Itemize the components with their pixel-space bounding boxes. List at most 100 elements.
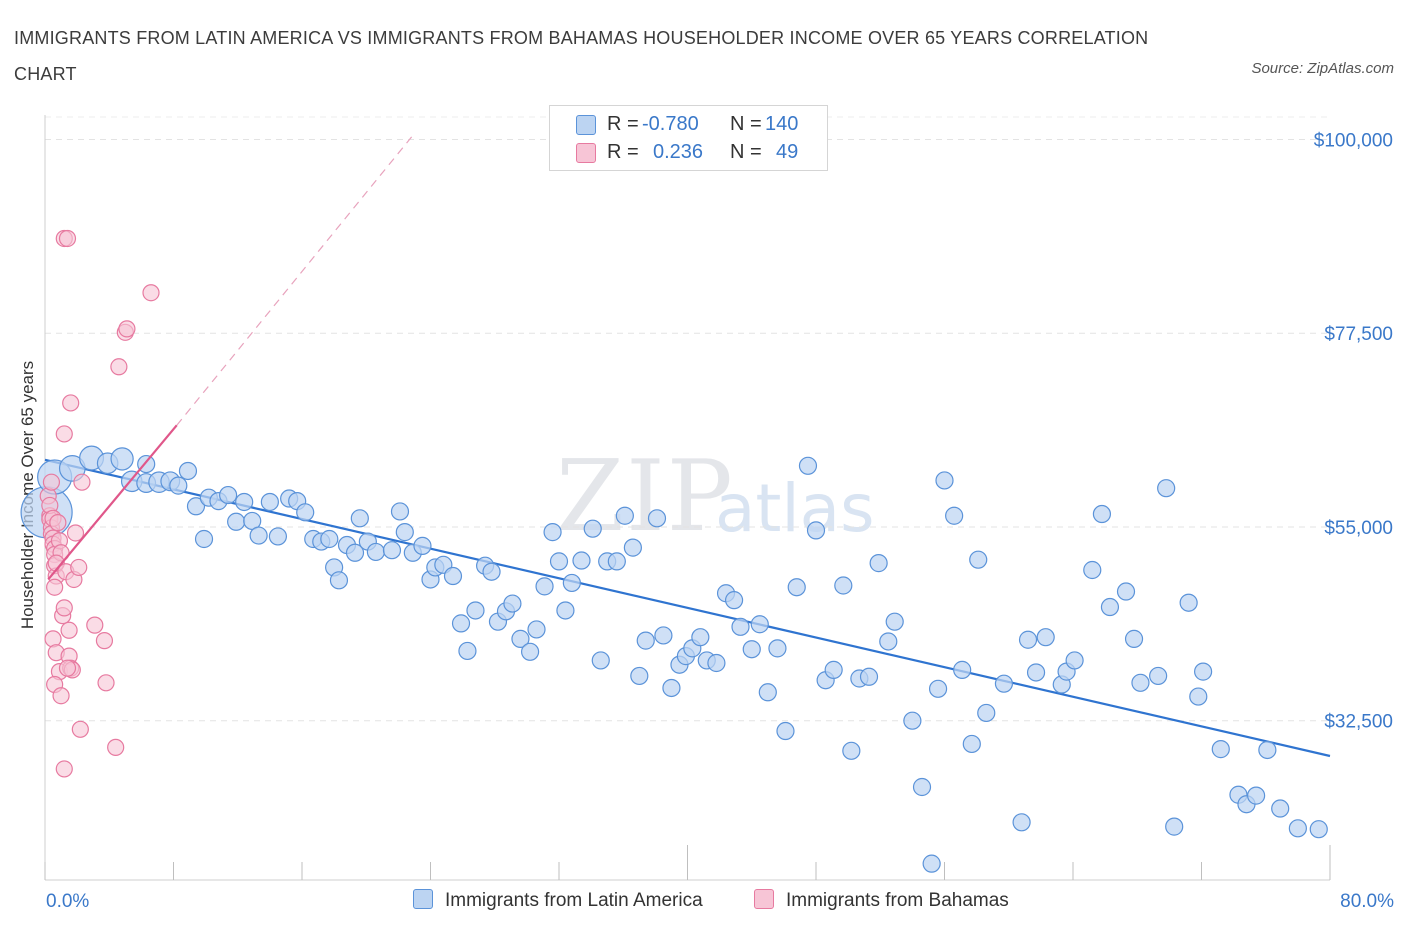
latin-america-point — [879, 632, 898, 651]
latin-america-point — [636, 631, 655, 650]
latin-america-point — [535, 577, 554, 596]
legend-swatch-pink — [576, 143, 596, 163]
latin-america-point — [1018, 630, 1038, 649]
latin-america-point — [842, 741, 861, 760]
latin-america-point — [296, 503, 315, 522]
latin-america-point — [1179, 593, 1198, 612]
latin-america-point — [750, 615, 769, 634]
latin-america-point — [1271, 799, 1290, 818]
bottom-legend-label: Immigrants from Latin America — [445, 890, 703, 911]
y-tick-label: $77,500 — [1324, 324, 1393, 345]
latin-america-point — [1116, 582, 1136, 601]
latin-america-point — [329, 571, 349, 590]
latin-america-point — [962, 734, 981, 754]
latin-america-point — [758, 683, 777, 702]
bahamas-point — [58, 229, 77, 248]
latin-america-point — [1026, 663, 1046, 682]
watermark-zip: ZIP — [556, 440, 735, 554]
latin-america-point — [543, 523, 562, 542]
bahamas-point — [110, 358, 128, 376]
latin-america-point — [1189, 687, 1208, 706]
bahamas-trendline — [47, 424, 178, 581]
latin-america-point — [630, 666, 649, 686]
latin-america-point — [869, 554, 888, 573]
y-tick-label: $55,000 — [1324, 518, 1393, 539]
bottom-legend-swatch-pink — [754, 889, 774, 909]
bahamas-point — [49, 514, 67, 532]
latin-america-point — [953, 660, 972, 679]
latin-america-point — [1288, 819, 1307, 838]
legend-row-bahamas: R = 0.236 N = 49 — [550, 139, 827, 165]
latin-america-point — [922, 854, 941, 873]
y-tick-label: $32,500 — [1324, 712, 1393, 733]
bahamas-point — [42, 473, 61, 491]
legend-r-label: R = — [607, 141, 639, 163]
latin-america-point — [443, 566, 463, 586]
latin-america-point — [1165, 817, 1184, 836]
latin-america-point — [482, 562, 501, 581]
latin-america-point — [945, 506, 964, 525]
latin-america-point — [320, 529, 339, 549]
bahamas-point — [62, 394, 80, 412]
latin-america-point — [776, 721, 795, 741]
legend-r-value: -0.780 — [642, 113, 699, 135]
latin-america-point — [1309, 820, 1328, 839]
latin-america-point — [1083, 560, 1102, 580]
latin-america-point — [647, 509, 667, 528]
latin-america-point — [235, 492, 254, 512]
latin-america-point — [350, 509, 369, 528]
latin-america-point — [1157, 479, 1176, 498]
latin-america-point — [1258, 740, 1277, 760]
legend-n-label: N = — [730, 141, 762, 163]
bahamas-point — [71, 720, 89, 738]
latin-america-point — [260, 492, 279, 512]
bahamas-point — [46, 578, 64, 596]
latin-america-point — [219, 485, 238, 505]
latin-america-point — [549, 552, 569, 571]
latin-america-point — [249, 526, 268, 545]
latin-america-point — [691, 628, 710, 647]
latin-america-point — [912, 777, 932, 797]
latin-america-point — [903, 711, 922, 730]
latin-america-point — [928, 679, 948, 698]
latin-america-point — [562, 573, 581, 593]
latin-america-point — [615, 506, 634, 525]
latin-america-point — [194, 529, 214, 549]
latin-america-point — [169, 476, 188, 495]
bahamas-trendline-extension — [176, 133, 415, 426]
latin-america-point — [390, 502, 410, 521]
bahamas-point — [55, 425, 73, 443]
latin-america-point — [1012, 813, 1031, 832]
legend-n-value: 140 — [765, 113, 799, 135]
latin-america-point — [451, 614, 471, 633]
y-tick-label: $100,000 — [1314, 130, 1393, 151]
latin-america-trendline — [44, 458, 1331, 758]
latin-america-point — [503, 594, 522, 613]
source-label: Source: ZipAtlas.com — [1251, 60, 1394, 77]
legend-r-label: R = — [607, 113, 639, 135]
latin-america-point — [731, 617, 750, 636]
bottom-legend-bahamas: Immigrants from Bahamas — [754, 889, 1009, 912]
bahamas-point — [55, 760, 73, 778]
latin-america-point — [768, 639, 787, 658]
legend-n-label: N = — [730, 113, 762, 135]
latin-america-point — [707, 653, 726, 673]
bahamas-point — [118, 320, 136, 338]
latin-america-point — [178, 461, 198, 481]
latin-america-point — [824, 660, 843, 679]
bahamas-point — [70, 558, 88, 577]
x-tick-label-max: 80.0% — [1340, 891, 1394, 912]
latin-america-point — [1247, 786, 1266, 805]
latin-america-point — [1065, 651, 1084, 670]
bahamas-point — [52, 687, 70, 705]
latin-america-point — [382, 541, 402, 560]
bahamas-point — [142, 284, 160, 302]
latin-america-point — [413, 536, 432, 555]
latin-america-point — [520, 642, 540, 661]
latin-america-point — [977, 703, 996, 723]
bahamas-point — [55, 599, 73, 617]
correlation-legend: R = -0.780 N = 140 R = 0.236 N = 49 — [549, 105, 828, 171]
latin-america-point — [654, 626, 673, 645]
latin-america-point — [1100, 597, 1120, 617]
